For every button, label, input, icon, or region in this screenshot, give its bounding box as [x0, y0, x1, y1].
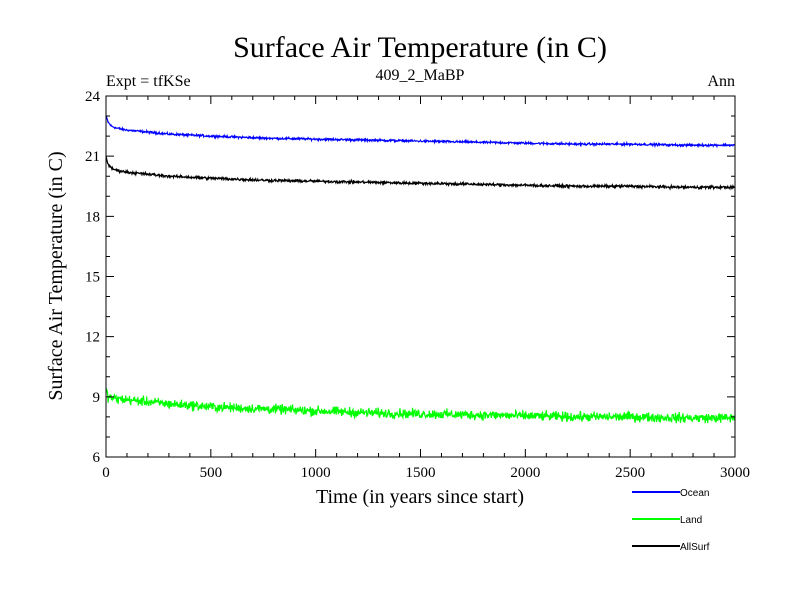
- legend: Ocean Land AllSurf: [632, 488, 710, 553]
- tick-marks: [105, 95, 736, 458]
- season-label: Ann: [707, 73, 735, 90]
- y-tick-label: 15: [85, 270, 100, 286]
- experiment-label: Expt = tfKSe: [106, 73, 191, 90]
- x-axis-label: Time (in years since start): [316, 486, 524, 508]
- legend-label-land: Land: [680, 515, 702, 526]
- x-tick-label: 0: [102, 465, 110, 481]
- y-tick-label: 21: [85, 149, 100, 165]
- x-tick-label: 500: [200, 465, 223, 481]
- x-tick-label: 2500: [615, 465, 645, 481]
- plot-frame: [105, 95, 736, 458]
- y-tick-label: 9: [93, 390, 101, 406]
- y-tick-label: 18: [85, 209, 100, 225]
- x-tick-label: 3000: [720, 465, 750, 481]
- chart-title: Surface Air Temperature (in C): [233, 31, 607, 64]
- axis-ticks: [105, 95, 736, 458]
- series-line-ocean: [105, 115, 736, 149]
- y-axis-label: Surface Air Temperature (in C): [45, 151, 67, 400]
- y-tick-label: 12: [85, 330, 100, 346]
- legend-label-allsurf: AllSurf: [680, 542, 710, 553]
- series-line-land: [105, 387, 736, 424]
- series-line-allsurf: [105, 156, 736, 191]
- chart-subtitle: 409_2_MaBP: [376, 67, 465, 84]
- x-tick-label: 2000: [510, 465, 540, 481]
- y-tick-label: 6: [93, 450, 101, 466]
- legend-label-ocean: Ocean: [680, 488, 709, 499]
- tick-labels: 0 500 1000 1500 2000 2500 3000 6 9 12 15 18 21 24: [85, 89, 750, 481]
- x-tick-label: 1000: [301, 465, 331, 481]
- y-tick-label: 24: [85, 89, 101, 105]
- x-tick-label: 1500: [406, 465, 436, 481]
- series-layer: [105, 115, 736, 424]
